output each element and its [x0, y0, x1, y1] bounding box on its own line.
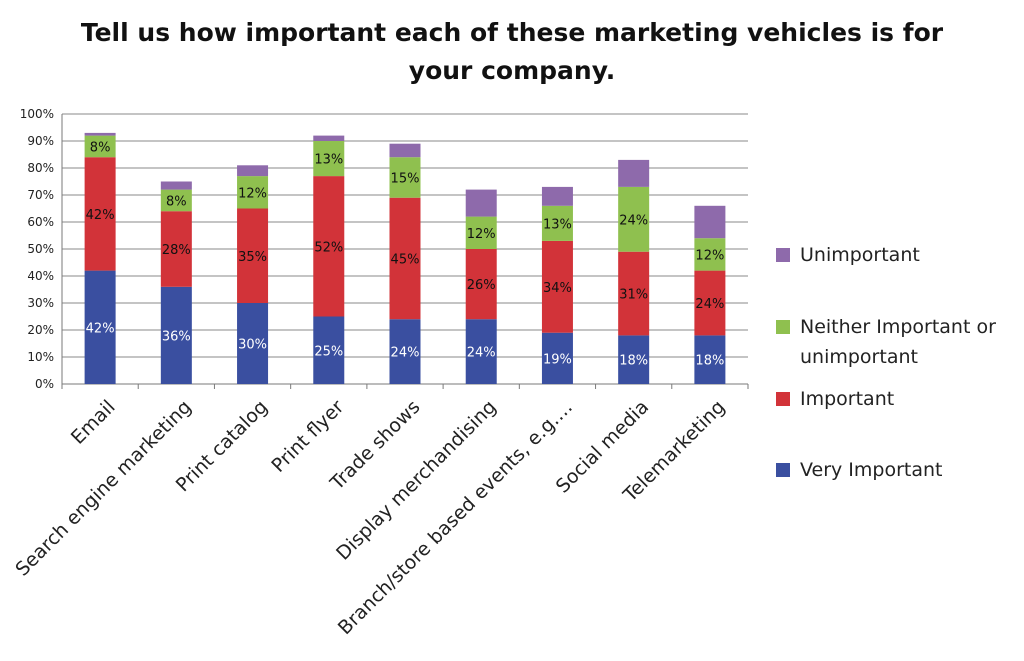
y-tick-label-0: 0% [35, 377, 54, 391]
data-label-s2-c8: 12% [695, 248, 724, 263]
y-tick-label-9: 90% [27, 134, 54, 148]
data-label-s2-c2: 12% [238, 186, 267, 201]
legend-label-very-important: Very Important [800, 459, 943, 481]
legend-label-unimportant: Unimportant [800, 244, 920, 266]
chart-title-line-1: Tell us how important each of these mark… [80, 18, 944, 47]
bar-segment-s3-c6 [541, 186, 573, 206]
bar-segment-s1-c8 [694, 270, 726, 336]
y-tick-label-1: 10% [27, 350, 54, 364]
data-label-s0-c0: 42% [86, 321, 115, 336]
data-label-s2-c1: 8% [166, 194, 187, 209]
bar-segment-s1-c0 [84, 157, 116, 271]
y-tick-label-7: 70% [27, 188, 54, 202]
bar-segment-s1-c3 [313, 176, 345, 317]
bar-segment-s0-c3 [313, 316, 345, 384]
chart-title: Tell us how important each of these mark… [0, 14, 1024, 90]
data-label-s1-c5: 26% [467, 278, 496, 293]
data-label-s2-c0: 8% [90, 140, 111, 155]
bar-segment-s0-c8 [694, 335, 726, 384]
bar-segment-s1-c6 [541, 240, 573, 333]
y-tick-label-3: 30% [27, 296, 54, 310]
y-tick-label-8: 80% [27, 161, 54, 175]
data-label-s0-c7: 18% [619, 354, 648, 369]
bar-segment-s3-c2 [237, 165, 269, 177]
data-label-s0-c5: 24% [467, 346, 496, 361]
legend-label-neither-line-2: unimportant [800, 346, 918, 368]
data-label-s2-c3: 13% [314, 153, 343, 168]
legend-swatch-very-important [776, 463, 790, 477]
bar-segment-s0-c0 [84, 270, 116, 384]
data-label-s1-c6: 34% [543, 281, 572, 296]
y-tick-label-6: 60% [27, 215, 54, 229]
bar-segment-s2-c8 [694, 238, 726, 271]
data-label-s1-c0: 42% [86, 208, 115, 223]
y-tick-label-4: 40% [27, 269, 54, 283]
y-tick-label-10: 100% [20, 107, 54, 121]
data-label-s0-c1: 36% [162, 329, 191, 344]
data-label-s2-c5: 12% [467, 227, 496, 242]
data-label-s0-c6: 19% [543, 352, 572, 367]
data-label-s1-c1: 28% [162, 243, 191, 258]
bar-segment-s3-c0 [84, 132, 116, 136]
y-tick-label-2: 20% [27, 323, 54, 337]
bar-segment-s3-c7 [618, 159, 650, 187]
bar-segment-s3-c1 [160, 181, 192, 190]
bar-segment-s2-c4 [389, 157, 421, 198]
bar-segment-s2-c7 [618, 186, 650, 252]
data-label-s1-c7: 31% [619, 288, 648, 303]
bar-segment-s3-c8 [694, 205, 726, 239]
data-label-s2-c6: 13% [543, 217, 572, 232]
data-label-s1-c2: 35% [238, 250, 267, 265]
bar-segment-s2-c5 [465, 216, 497, 249]
bar-segment-s1-c4 [389, 197, 421, 320]
legend-swatch-neither [776, 320, 790, 334]
bar-segment-s2-c6 [541, 205, 573, 241]
bar-segment-s2-c3 [313, 141, 345, 177]
legend-label-important: Important [800, 388, 895, 410]
data-label-s1-c3: 52% [314, 240, 343, 255]
bar-segment-s0-c6 [541, 332, 573, 384]
bar-segment-s2-c1 [160, 189, 192, 212]
data-label-s2-c7: 24% [619, 213, 648, 228]
legend-swatch-unimportant [776, 248, 790, 262]
data-label-s1-c8: 24% [695, 297, 724, 312]
bar-segment-s0-c7 [618, 335, 650, 384]
bar-segment-s3-c3 [313, 135, 345, 141]
bar-segment-s3-c5 [465, 189, 497, 217]
bar-segment-s0-c5 [465, 319, 497, 384]
data-label-s1-c4: 45% [391, 252, 420, 267]
bar-segment-s1-c2 [237, 208, 269, 303]
bar-segment-s1-c5 [465, 249, 497, 320]
x-category-label-3: Print flyer [267, 396, 348, 477]
bar-segment-s0-c2 [237, 303, 269, 384]
data-label-s2-c4: 15% [391, 171, 420, 186]
x-category-label-5: Display merchandising [332, 396, 501, 565]
data-label-s0-c8: 18% [695, 354, 724, 369]
data-label-s0-c3: 25% [314, 344, 343, 359]
x-category-label-0: Email [67, 396, 120, 449]
bar-segment-s1-c7 [618, 251, 650, 336]
bar-segment-s2-c2 [237, 176, 269, 209]
chart-title-line-2: your company. [408, 56, 616, 85]
bar-segment-s0-c4 [389, 319, 421, 384]
bar-segment-s2-c0 [84, 135, 116, 158]
y-tick-label-5: 50% [27, 242, 54, 256]
bar-segment-s0-c1 [160, 286, 192, 384]
data-label-s0-c4: 24% [391, 346, 420, 361]
legend-swatch-important [776, 392, 790, 406]
bar-segment-s3-c4 [389, 143, 421, 158]
data-label-s0-c2: 30% [238, 338, 267, 353]
bar-segment-s1-c1 [160, 211, 192, 287]
legend-label-neither-line-1: Neither Important or [800, 316, 996, 338]
